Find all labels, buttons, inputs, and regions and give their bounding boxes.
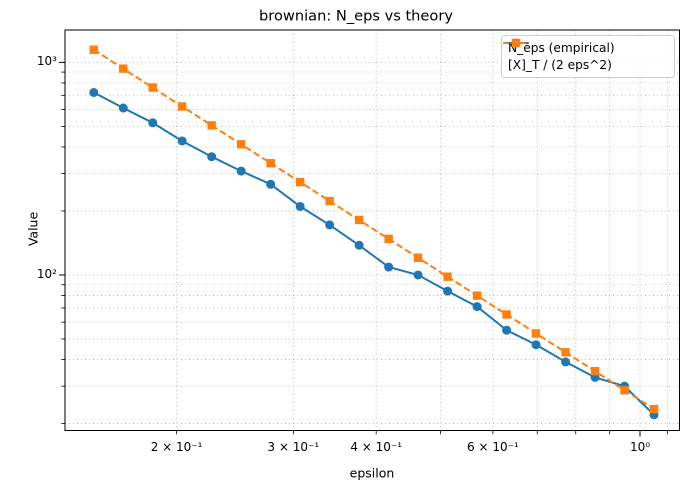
x-tick-label-3e-1: 3 × 10⁻¹ xyxy=(267,440,320,454)
x-tick-label-4e-1: 4 × 10⁻¹ xyxy=(350,440,403,454)
legend-marker-square-icon xyxy=(503,38,529,48)
legend-item-empirical: N_eps (empirical) xyxy=(503,38,668,57)
y-axis-label: Value xyxy=(25,211,41,247)
x-axis-label: epsilon xyxy=(349,465,395,481)
legend-label-theory: [X]_T / (2 eps^2) xyxy=(508,57,612,72)
x-tick-label-1e0: 10⁰ xyxy=(629,440,651,454)
y-tick-label-1e2: 10² xyxy=(36,267,57,281)
x-tick-label-6e-1: 6 × 10⁻¹ xyxy=(467,440,519,454)
y-tick-label-1e3: 10³ xyxy=(36,54,57,69)
chart-title: brownian: N_eps vs theory xyxy=(259,7,453,25)
x-tick-label-2e-1: 2 × 10⁻¹ xyxy=(150,440,203,454)
legend: N_eps (empirical) [X]_T / (2 eps^2) xyxy=(501,35,675,78)
legend-label-empirical: N_eps (empirical) xyxy=(508,41,615,56)
legend-item-theory: [X]_T / (2 eps^2) xyxy=(503,38,668,74)
